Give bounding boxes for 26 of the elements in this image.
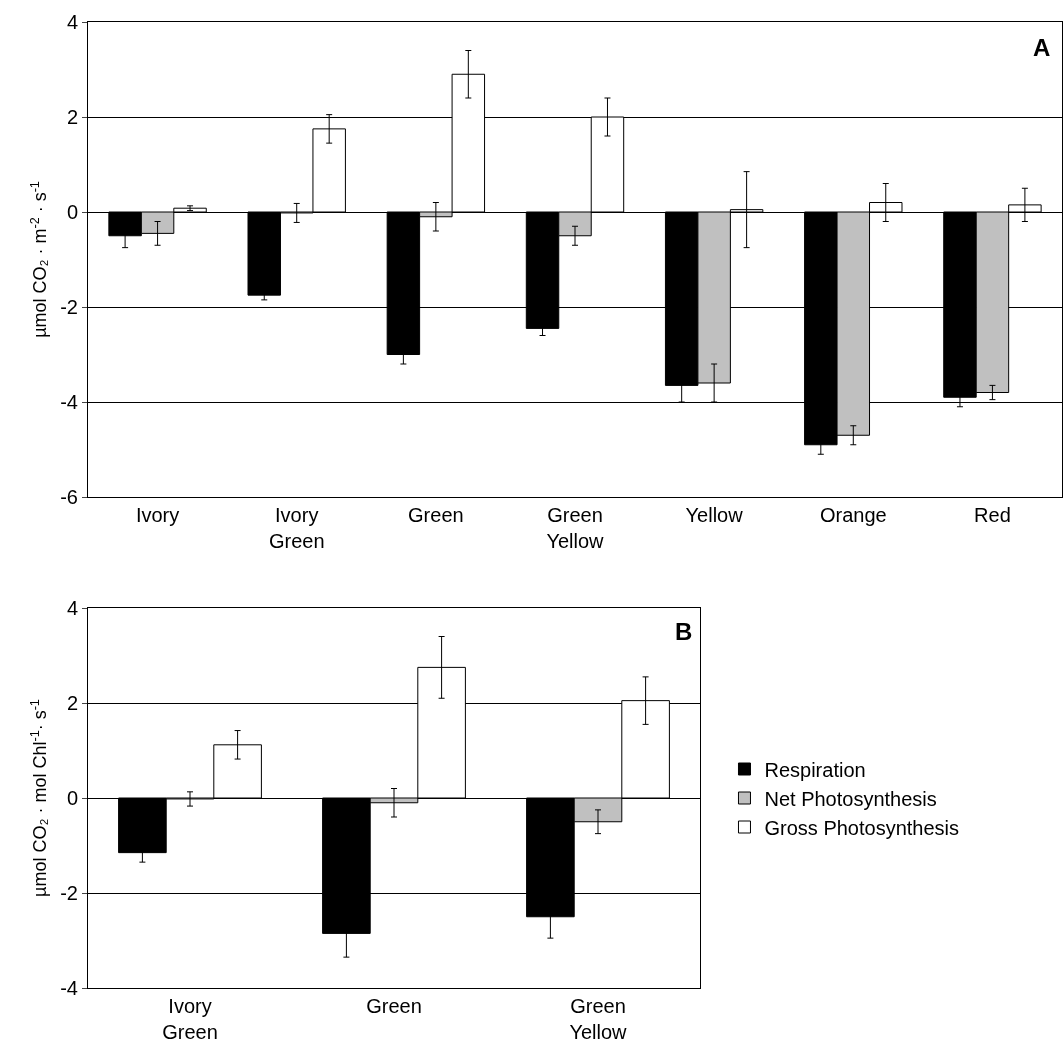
y-tick-label: 0 [66,787,78,809]
y-tick-label: -2 [60,882,78,904]
x-tick-label: Green [408,504,464,526]
annotation: A [1033,34,1051,61]
y-tick-label: 2 [66,692,78,714]
x-tick-label: Ivory Green [162,995,218,1043]
x-tick-label: Red [974,504,1011,526]
x-tick-label: Green Yellow [546,504,605,552]
legend-label: Gross Photosynthesis [764,816,960,839]
y-tick-label: 4 [66,11,78,33]
y-tick-label: 4 [66,597,78,619]
y-tick-label: -2 [60,296,78,318]
x-tick-label: Yellow [685,504,744,526]
x-tick-label: Green [366,995,422,1017]
y-tick-label: -4 [60,977,78,999]
y-tick-label: -4 [60,391,78,413]
annotation: B [675,618,693,645]
x-tick-label: Ivory [135,504,180,526]
y-tick-label: -6 [60,486,78,508]
x-tick-label: Ivory Green [268,504,325,552]
legend-label: Net Photosynthesis [764,787,937,810]
x-tick-label: Green Yellow [569,995,628,1043]
x-tick-label: Orange [819,504,887,526]
y-tick-label: 2 [66,106,78,128]
y-tick-label: 0 [66,201,78,223]
legend-label: Respiration [764,758,866,781]
